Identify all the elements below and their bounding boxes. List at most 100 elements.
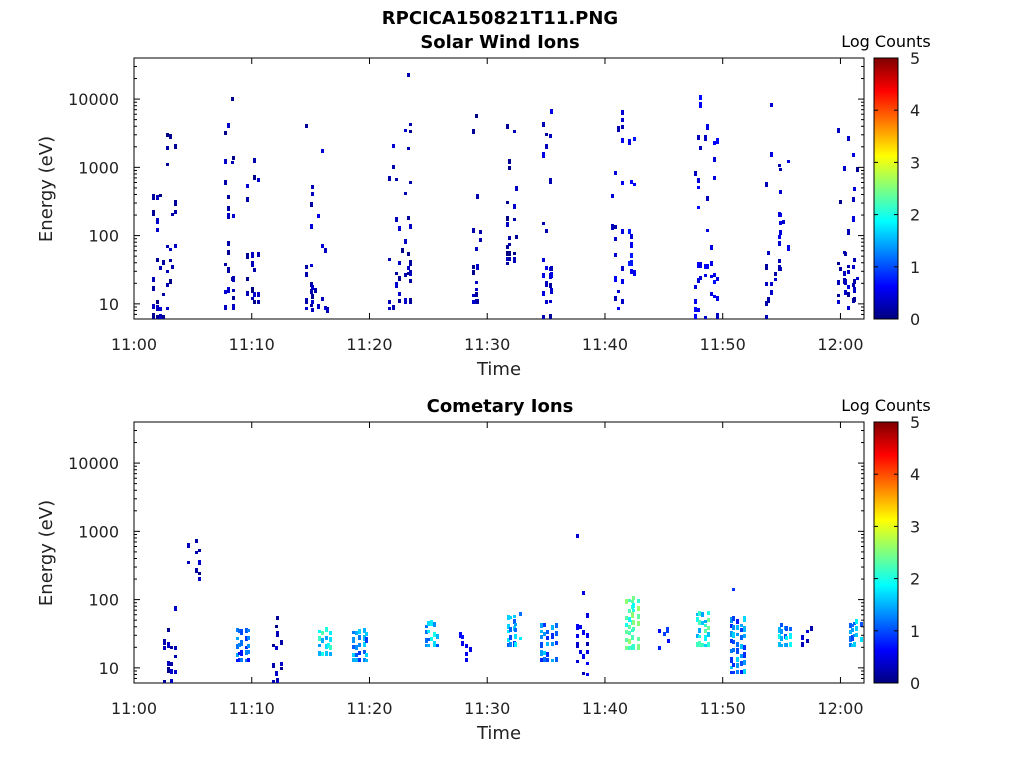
heatmap-cell	[545, 229, 548, 233]
heatmap-cell	[329, 631, 332, 635]
heatmap-cell	[395, 178, 398, 181]
heatmap-cell	[363, 628, 366, 633]
heatmap-cell	[632, 609, 635, 612]
colorbar-ticks-solar-wind: 0 1 2 3 4 5	[874, 49, 920, 329]
colorbar-cometary	[873, 421, 899, 684]
heatmap-cell	[166, 163, 169, 166]
heatmap-cell	[730, 617, 733, 623]
heatmap-cell	[238, 643, 241, 647]
heatmap-cell	[770, 103, 773, 107]
heatmap-cell	[398, 276, 401, 281]
heatmap-cell	[614, 237, 617, 241]
heatmap-cell	[475, 281, 478, 284]
heatmap-cell	[513, 204, 516, 209]
x-tick-label: 11:00	[111, 335, 157, 354]
heatmap-cell	[699, 146, 702, 150]
heatmap-cell	[436, 634, 439, 639]
heatmap-cell	[508, 166, 511, 170]
heatmap-cell	[637, 606, 640, 611]
heatmap-cell	[637, 599, 640, 603]
heatmap-cell	[699, 276, 702, 280]
heatmap-cell	[582, 654, 585, 659]
heatmap-cell	[743, 660, 746, 665]
heatmap-cell	[853, 258, 856, 262]
heatmap-cell	[310, 224, 313, 229]
heatmap-cell	[425, 625, 428, 628]
heatmap-cell	[401, 248, 404, 253]
y-tick-label: 100	[88, 227, 119, 246]
heatmap-cell	[837, 300, 840, 304]
heatmap-cell	[409, 224, 412, 229]
heatmap-cell	[767, 297, 770, 303]
heatmap-cell	[321, 652, 324, 656]
heatmap-cell	[365, 632, 368, 636]
heatmap-cell	[508, 236, 511, 240]
heatmap-cell	[404, 298, 407, 304]
heatmap-cell	[174, 144, 177, 149]
heatmap-cell	[555, 657, 558, 662]
heatmap-cell	[540, 642, 543, 648]
heatmap-cell	[697, 135, 700, 140]
heatmap-cell	[365, 637, 368, 643]
heatmap-cell	[847, 136, 850, 141]
heatmap-cell	[617, 290, 620, 293]
heatmap-cell	[770, 152, 773, 157]
heatmap-cell	[614, 296, 617, 301]
heatmap-cell	[166, 307, 169, 310]
heatmap-cell	[847, 265, 850, 268]
heatmap-cell	[253, 292, 256, 297]
heatmap-cell	[198, 577, 201, 581]
heatmap-cell	[476, 194, 479, 199]
heatmap-cell	[625, 623, 628, 627]
heatmap-cell	[358, 635, 361, 640]
heatmap-cell	[506, 124, 509, 129]
heatmap-cell	[272, 644, 275, 647]
heatmap-cell	[540, 623, 543, 628]
heatmap-cell	[253, 268, 256, 272]
heatmap-cell	[549, 300, 552, 303]
heatmap-cell	[586, 633, 589, 638]
heatmap-cell	[227, 206, 230, 211]
heatmap-cell	[329, 645, 332, 650]
heatmap-cell	[630, 253, 633, 258]
heatmap-cell	[475, 288, 478, 291]
heatmap-cell	[240, 640, 243, 646]
heatmap-cell	[586, 673, 589, 676]
heatmap-cell	[732, 648, 735, 652]
heatmap-cell	[847, 285, 850, 289]
heatmap-cell	[324, 248, 327, 253]
heatmap-cell	[839, 200, 842, 204]
heatmap-cell	[167, 628, 170, 632]
heatmap-cell	[475, 247, 478, 251]
x-axis-label-cometary: Time	[476, 723, 521, 744]
heatmap-cell	[513, 615, 516, 618]
heatmap-cell	[614, 253, 617, 257]
x-ticks-cometary: 11:00 11:10 11:20 11:30 11:40 11:50 12:00	[111, 422, 864, 718]
heatmap-cell	[198, 549, 201, 552]
heatmap-cell	[317, 304, 320, 309]
heatmap-cell	[810, 626, 813, 631]
heatmap-cell	[767, 251, 770, 255]
heatmap-cell	[736, 670, 739, 674]
heatmap-cell	[404, 192, 407, 195]
heatmap-cell	[195, 551, 198, 554]
heatmap-cell	[231, 161, 234, 164]
heatmap-cell	[765, 264, 768, 270]
heatmap-cell	[625, 638, 628, 642]
heatmap-cell	[704, 316, 707, 319]
heatmap-cell	[506, 222, 509, 227]
heatmap-cell	[540, 630, 543, 633]
heatmap-cell	[625, 599, 628, 604]
heatmap-cell	[801, 635, 804, 640]
heatmap-cell	[855, 619, 858, 624]
heatmap-cell	[430, 637, 433, 641]
heatmap-cell	[508, 159, 511, 164]
heatmap-cell	[855, 626, 858, 631]
heatmap-cell	[579, 650, 582, 654]
colorbar-tick-label: 3	[910, 153, 920, 172]
heatmap-cell	[701, 643, 704, 647]
heatmap-cell	[247, 658, 250, 662]
heatmap-cell	[433, 632, 436, 637]
heatmap-cell	[743, 626, 746, 632]
heatmap-cell	[227, 123, 230, 128]
